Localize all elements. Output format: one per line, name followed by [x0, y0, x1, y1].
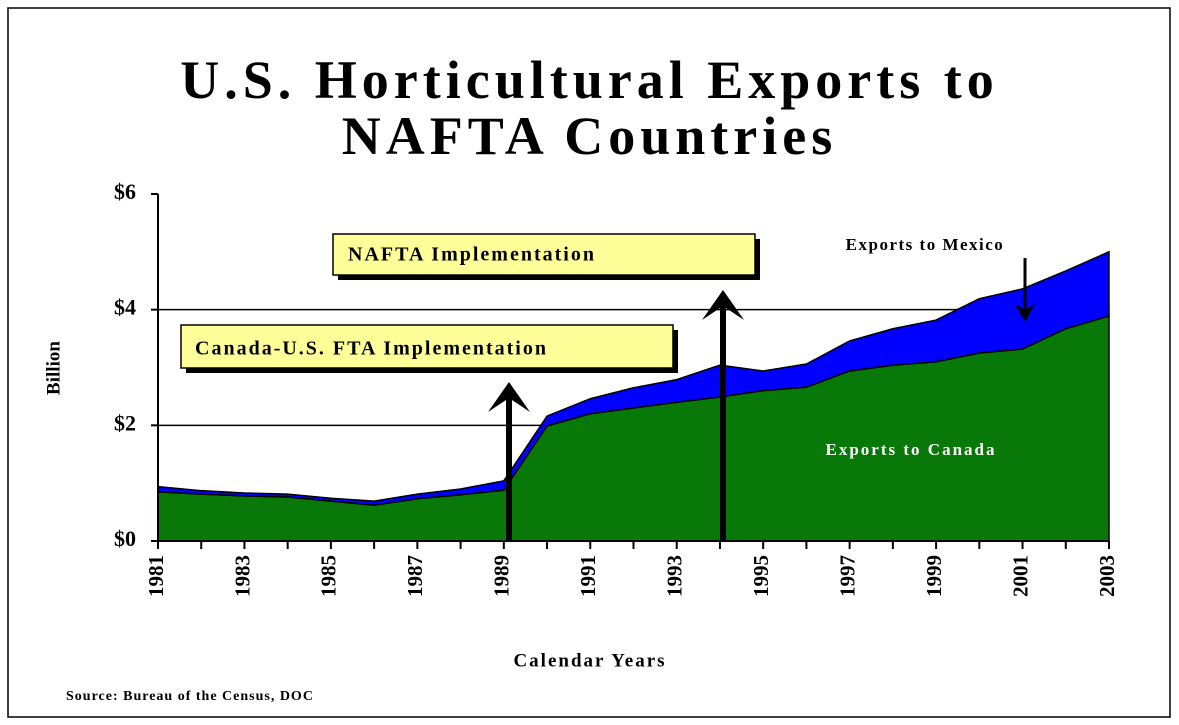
x-axis-label: Calendar Years [513, 650, 666, 671]
x-tick-label: 1981 [144, 555, 168, 597]
arrow-head [702, 290, 744, 320]
x-tick-label: 1995 [749, 555, 773, 597]
series-label: Exports to Canada [826, 440, 997, 459]
annotation: Canada-U.S. FTA Implementation [195, 338, 548, 360]
plot: $0 $2 $4 $6 1981 1983 1985 1987 1989 1991 1993 1995… [114, 179, 1119, 597]
y-tick-label: $4 [114, 295, 136, 320]
y-tick-label: $0 [114, 526, 136, 551]
x-tick-label: 1997 [835, 555, 859, 597]
chart-title: U.S. Horticultural Exports to NAFTA Coun… [180, 50, 999, 166]
arrow-head [488, 382, 530, 412]
x-tick-label: 1993 [663, 555, 687, 597]
x-tick-label: 2001 [1008, 555, 1032, 597]
source: Source: Bureau of the Census, DOC [66, 689, 314, 704]
y-axis-label: Billion [43, 341, 64, 395]
x-tick-label: 1989 [490, 555, 514, 597]
x-tick-label: 1991 [576, 555, 600, 597]
x-tick-label: 1985 [317, 555, 341, 597]
annotation-box [180, 324, 674, 369]
x-tick-label: 1987 [403, 555, 427, 597]
overlay: NAFTA Implementation Canada-U.S. FTA Imp… [43, 233, 1035, 704]
frame [7, 7, 1171, 718]
title-box: U.S. Horticultural Exports to NAFTA Coun… [0, 52, 1179, 164]
annotation: NAFTA Implementation [348, 244, 596, 266]
x-tick-label: 1983 [230, 555, 254, 597]
series-label: Exports to Mexico [846, 235, 1005, 254]
x-tick-label: 1999 [922, 555, 946, 597]
y-tick-label: $6 [114, 179, 136, 204]
area [157, 250, 1110, 506]
annotation-box [332, 233, 756, 276]
y-tick-label: $2 [114, 410, 136, 435]
arrow-head [1015, 304, 1035, 322]
x-tick-label: 2003 [1095, 555, 1119, 597]
